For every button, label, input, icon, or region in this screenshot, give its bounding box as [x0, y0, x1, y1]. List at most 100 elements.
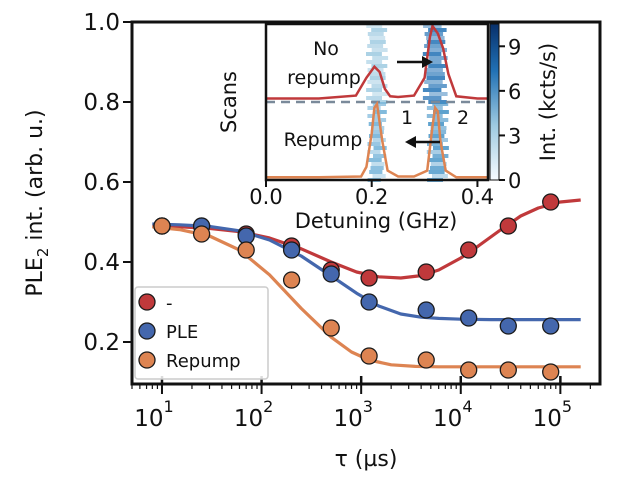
heatmap-cell	[371, 64, 388, 68]
x-tick-label: 105	[533, 397, 572, 432]
heatmap-cell	[366, 88, 382, 92]
heatmap-cell	[368, 122, 382, 126]
heatmap-cell	[430, 130, 447, 134]
legend-label: PLE	[166, 322, 198, 343]
heatmap-cell	[430, 166, 446, 170]
heatmap-cell	[424, 44, 443, 48]
heatmap-cell	[426, 36, 445, 40]
heatmap-cell	[367, 68, 384, 72]
data-point	[542, 363, 560, 381]
inset-traces	[266, 23, 488, 179]
inset-trace-no-repump	[266, 23, 488, 100]
x-tick-exp: 5	[562, 397, 572, 416]
colorbar-tick-label: 3	[508, 124, 521, 148]
heatmap-cell	[369, 134, 383, 138]
heatmap-cell	[371, 126, 385, 130]
x-tick-base: 10	[333, 406, 362, 432]
heatmap-cell	[367, 142, 381, 146]
x-tick-label: 104	[433, 397, 472, 432]
data-point	[460, 361, 478, 379]
colorbar-tick-label: 6	[508, 80, 521, 104]
heatmap-cell	[432, 102, 449, 106]
inset-peak-2-label: 2	[457, 107, 469, 129]
y-axis-title-main: PLE	[23, 257, 48, 296]
colorbar-ticks: 0 3 6 9	[499, 35, 521, 193]
heatmap-cell	[426, 76, 445, 80]
heatmap-cell	[424, 80, 443, 84]
x-tick-exp: 3	[363, 397, 373, 416]
heatmap-cell	[422, 88, 442, 92]
colorbar-title: Int. (kcts/s)	[536, 43, 560, 161]
x-tick-base: 10	[433, 406, 462, 432]
inset-arrow-left	[405, 136, 440, 148]
inset-x-axis-title: Detuning (GHz)	[295, 209, 458, 233]
y-axis-title: PLE2 int. (arb. u.)	[23, 109, 52, 296]
y-tick-label: 0.2	[83, 330, 120, 356]
x-tick-base: 10	[533, 406, 562, 432]
data-point	[417, 351, 435, 369]
heatmap-cell	[369, 170, 383, 174]
legend-label: Repump	[166, 351, 241, 372]
x-tick-label: 101	[134, 397, 173, 432]
data-point	[499, 217, 517, 235]
heatmap-cell	[429, 92, 448, 96]
legend-label: -	[166, 293, 173, 314]
heatmap-cell	[368, 158, 382, 162]
heatmap-cell	[426, 72, 445, 76]
heatmap-cell	[422, 52, 442, 56]
heatmap-cell	[428, 84, 447, 88]
x-tick-exp: 4	[462, 397, 472, 416]
heatmap-cell	[367, 32, 384, 36]
heatmap-cell	[367, 80, 384, 84]
heatmap-cell	[369, 76, 386, 80]
heatmap-cell	[366, 24, 383, 28]
heatmap-cell	[369, 40, 386, 44]
heatmap-cell	[372, 174, 386, 178]
inset-trace-repump	[266, 100, 488, 179]
data-point	[322, 265, 340, 283]
data-point	[192, 225, 211, 243]
data-point	[282, 271, 301, 289]
heatmap-cell	[430, 162, 447, 166]
heatmap-cell	[371, 28, 388, 32]
heatmap-cell	[424, 32, 444, 36]
heatmap-cell	[426, 150, 443, 154]
heatmap-cell	[367, 44, 384, 48]
inset-heatmap	[366, 24, 449, 182]
heatmap-cell	[372, 102, 386, 106]
heatmap-cell	[370, 166, 384, 170]
y-tick-label: 0.6	[83, 170, 120, 196]
heatmap-cell	[426, 40, 446, 44]
colorbar-tick-label: 9	[508, 35, 521, 59]
heatmap-cell	[422, 96, 442, 100]
x-tick-exp: 1	[164, 397, 174, 416]
colorbar	[489, 23, 500, 181]
heatmap-cell	[433, 110, 449, 114]
data-point	[322, 319, 340, 337]
legend-marker	[138, 293, 156, 311]
data-point	[460, 241, 478, 259]
heatmap-cell	[371, 162, 385, 166]
markers	[153, 193, 560, 381]
heatmap-cell	[432, 174, 448, 178]
y-axis-title-sub: 2	[34, 248, 52, 258]
data-point	[460, 309, 478, 327]
inset-arrow-right	[397, 56, 433, 68]
heatmap-cell	[428, 28, 447, 32]
y-axis-title-rest: int. (arb. u.)	[23, 109, 48, 247]
heatmap-cell	[432, 154, 449, 158]
inset-y-axis-title: Scans	[217, 71, 241, 133]
heatmap-cell	[372, 138, 386, 142]
heatmap-cell	[373, 154, 387, 158]
heatmap-cell	[428, 122, 444, 126]
heatmap-cell	[428, 158, 444, 162]
heatmap-cell	[371, 84, 388, 88]
inset-x-tick-label: 0.4	[461, 185, 494, 209]
heatmap-cell	[366, 52, 382, 56]
data-point	[360, 293, 378, 311]
legend-marker	[138, 322, 156, 340]
heatmap-cell	[373, 146, 387, 150]
y-tick-label: 1.0	[83, 10, 120, 36]
inset-x-tick-label: 0.0	[249, 185, 282, 209]
